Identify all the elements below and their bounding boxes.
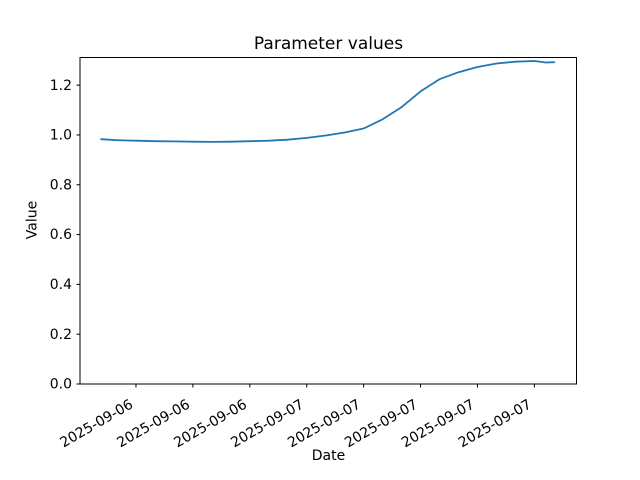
- y-tick-label: 0.4: [50, 277, 72, 293]
- y-tick-label: 0.0: [50, 377, 72, 393]
- chart-title: Parameter values: [253, 34, 404, 54]
- y-tick-label: 0.6: [50, 227, 72, 243]
- x-axis-label: Date: [311, 448, 346, 464]
- data-line: [100, 60, 556, 143]
- y-tick-label: 1.0: [50, 128, 72, 144]
- y-tick-label: 0.8: [50, 177, 72, 193]
- plot-border: [79, 57, 577, 385]
- y-tick-label: 0.2: [50, 327, 72, 343]
- y-tick-label: 1.2: [50, 78, 72, 94]
